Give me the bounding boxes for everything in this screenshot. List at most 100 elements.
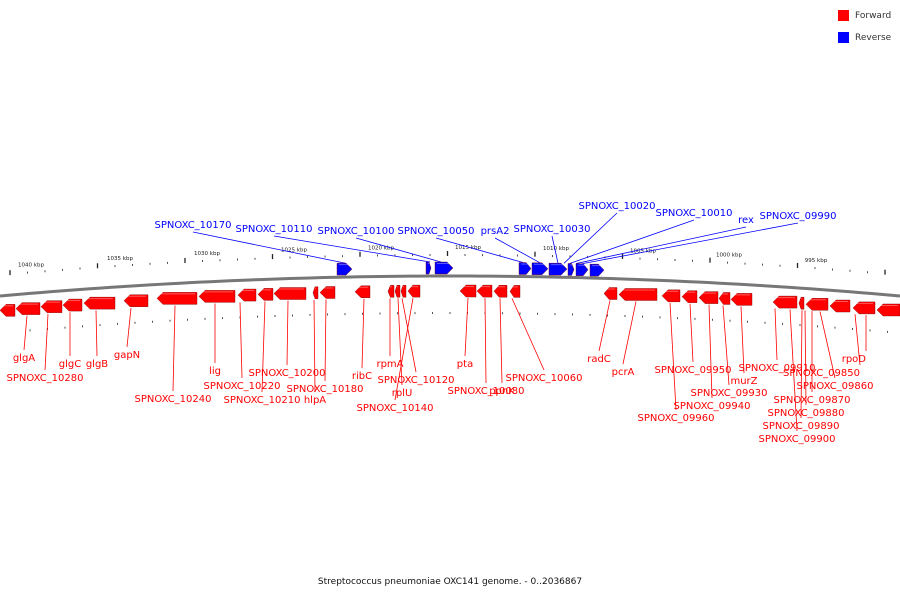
forward-gene <box>257 288 274 301</box>
gene-label: ppnK <box>489 386 515 397</box>
ruler-label: 995 kbp <box>805 258 828 264</box>
forward-gene <box>829 299 851 313</box>
gene-label: SPNOXC_09880 <box>767 408 844 419</box>
forward-gene <box>83 296 116 310</box>
gene-label: radC <box>587 354 611 365</box>
forward-swatch <box>838 10 849 21</box>
forward-gene <box>661 289 681 303</box>
forward-gene <box>618 288 658 301</box>
leader-line <box>286 300 289 366</box>
ruler-label: 1000 kbp <box>716 253 742 259</box>
forward-gene <box>772 295 798 309</box>
forward-gene <box>681 290 698 303</box>
gene-label: SPNOXC_09870 <box>773 395 850 406</box>
forward-gene <box>459 284 477 298</box>
forward-gene <box>400 285 407 298</box>
gene-label: SPNOXC_10140 <box>356 403 433 414</box>
gene-label: glgA <box>13 353 35 364</box>
leader-line <box>622 301 637 365</box>
ruler-label: 1005 kbp <box>630 249 656 255</box>
leader-line <box>789 309 798 432</box>
gene-label: SPNOXC_10280 <box>6 373 83 384</box>
forward-label: Forward <box>855 10 892 21</box>
ruler-label: 1020 kbp <box>368 245 394 251</box>
gene-label: ribC <box>352 371 372 382</box>
forward-gene <box>40 300 63 313</box>
leader-line <box>800 310 803 419</box>
leader-line <box>261 301 266 393</box>
reverse-gene <box>518 262 532 275</box>
gene-label: SPNOXC_09950 <box>654 365 731 376</box>
gene-label: rplU <box>392 388 413 399</box>
leader-line <box>669 302 677 411</box>
forward-gene <box>718 292 731 305</box>
forward-gene <box>354 285 371 298</box>
gene-label: SPNOXC_09940 <box>673 401 750 412</box>
gene-label: SPNOXC_09960 <box>637 413 714 424</box>
gene-label: SPNOXC_10060 <box>505 373 582 384</box>
leader-line <box>23 315 28 351</box>
leader-line <box>575 226 747 264</box>
reverse-gene <box>589 263 605 277</box>
leader-line <box>397 298 403 386</box>
gene-label: gapN <box>114 350 140 361</box>
leader-line <box>581 222 799 265</box>
leader-line <box>44 313 49 371</box>
ruler-labels: 1040 kbp 1035 kbp 1030 kbp 1025 kbp 1020 kbp… <box>18 245 828 268</box>
gene-label: SPNOXC_10100 <box>317 226 394 237</box>
reverse-gene <box>425 261 432 275</box>
gene-label: SPNOXC_09850 <box>783 368 860 379</box>
forward-gene <box>237 288 257 302</box>
ruler-label: 1030 kbp <box>194 251 220 257</box>
leader-line <box>126 308 132 348</box>
gene-label: SPNOXC_09930 <box>690 388 767 399</box>
leader-line <box>324 299 327 382</box>
forward-gene <box>603 287 618 300</box>
ruler-label: 1015 kbp <box>455 245 481 251</box>
gene-label: prsA2 <box>481 226 510 237</box>
leader-line <box>774 308 778 361</box>
forward-gene <box>273 287 307 300</box>
gene-label: pta <box>457 359 473 370</box>
genome-caption: Streptococcus pneumoniae OXC141 genome. … <box>317 577 583 587</box>
ruler-label: 1010 kbp <box>543 246 569 252</box>
leader-line <box>95 310 98 357</box>
legend-forward: Forward <box>838 9 900 22</box>
gene-label: SPNOXC_09990 <box>759 211 836 222</box>
leader-line <box>708 304 713 399</box>
leader-line <box>598 300 611 352</box>
reverse-gene <box>548 262 568 276</box>
forward-gene <box>698 291 719 304</box>
forward-gene <box>198 290 236 303</box>
leader-line <box>172 305 176 392</box>
gene-label: SPNOXC_10110 <box>235 224 312 235</box>
reverse-gene <box>434 261 454 275</box>
ruler-ticks <box>9 251 888 333</box>
forward-gene <box>312 286 319 299</box>
reverse-gene <box>575 263 589 276</box>
gene-label: SPNOXC_09910 <box>738 363 815 374</box>
forward-gene <box>730 293 753 306</box>
reverse-label: Reverse <box>855 32 892 43</box>
gene-label: pcrA <box>612 367 635 378</box>
ruler-label: 1040 kbp <box>18 262 44 268</box>
ruler-label: 1035 kbp <box>107 256 133 262</box>
reverse-swatch <box>838 32 849 43</box>
leader-line <box>484 298 487 384</box>
leader-lines <box>23 212 867 432</box>
gene-label: SPNOXC_10200 <box>248 368 325 379</box>
forward-gene <box>319 286 336 299</box>
strand-legend: Forward Reverse <box>838 9 900 53</box>
gene-labels: SPNOXC_10170 SPNOXC_10110 SPNOXC_10100 SPNO… <box>6 201 873 445</box>
forward-gene <box>0 304 16 317</box>
gene-track <box>0 261 900 317</box>
forward-gene <box>62 298 83 312</box>
leader-line <box>740 306 745 374</box>
gene-label: hlpA <box>304 395 326 406</box>
leader-line <box>804 310 807 406</box>
gene-label: SPNOXC_10220 <box>203 381 280 392</box>
forward-gene <box>476 284 493 298</box>
forward-gene <box>123 294 149 307</box>
gene-label: rpmA <box>376 359 403 370</box>
gene-label: SPNOXC_09890 <box>762 421 839 432</box>
